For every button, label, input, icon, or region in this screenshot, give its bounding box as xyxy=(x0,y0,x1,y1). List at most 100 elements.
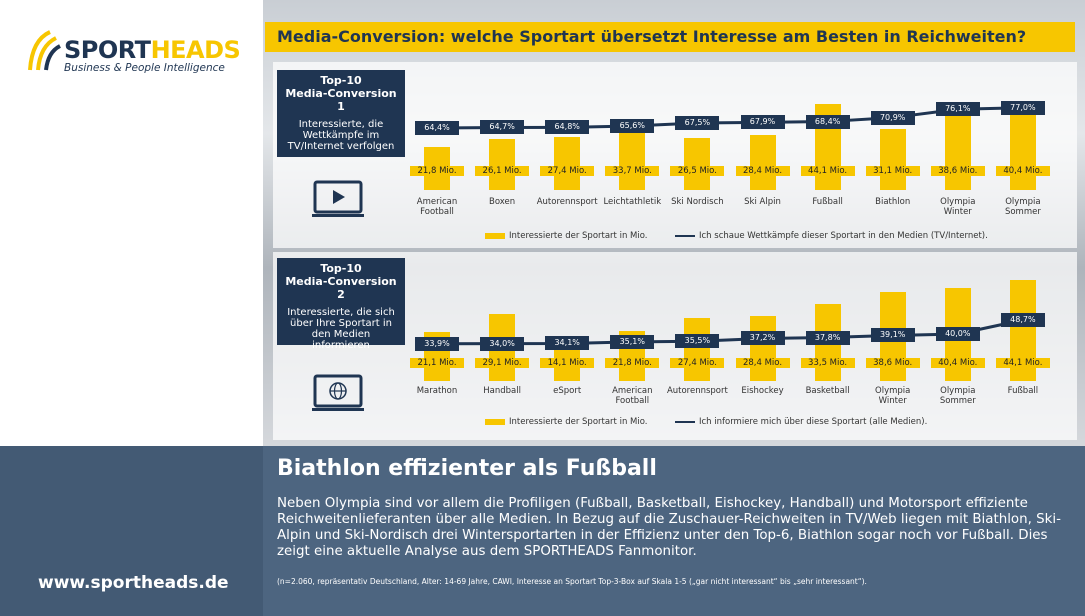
bar-value-label: 21,1 Mio. xyxy=(410,358,464,368)
bar-value-label: 44,1 Mio. xyxy=(995,358,1050,368)
x-tick-label: Ski Nordisch xyxy=(671,197,724,207)
x-tick-label: Handball xyxy=(483,386,521,396)
bar xyxy=(684,317,711,381)
x-tick-label: eSport xyxy=(553,386,582,396)
line-value-label: 34,1% xyxy=(545,336,590,351)
x-tick-label: Olympia Winter xyxy=(940,197,976,217)
line-value-label: 64,4% xyxy=(415,120,459,135)
bar-value-label: 38,6 Mio. xyxy=(930,166,985,176)
line-value-label: 37,2% xyxy=(740,331,785,346)
line-value-label: 68,4% xyxy=(805,114,850,129)
line xyxy=(436,106,1023,130)
footer-headline: Biathlon effizienter als Fußball xyxy=(277,456,657,481)
bar xyxy=(879,129,906,190)
footer-note: (n=2.060, repräsentativ Deutschland, Alt… xyxy=(277,577,867,586)
chart-panel xyxy=(273,62,1077,248)
bar-value-label: 29,1 Mio. xyxy=(475,358,530,368)
footer-body: Neben Olympia sind vor allem die Profili… xyxy=(277,496,1061,559)
line-value-label: 76,1% xyxy=(935,102,980,117)
bar-value-label: 26,1 Mio. xyxy=(475,166,530,176)
chart-title: Top-10 Media-Conversion 1 xyxy=(285,74,397,113)
line-value-label: 40,0% xyxy=(935,327,980,341)
x-tick-label: Autorennsport xyxy=(536,197,598,207)
bar-value-label: 40,4 Mio. xyxy=(930,358,985,368)
x-tick-label: Ski Alpin xyxy=(744,197,781,207)
tv-icon xyxy=(312,180,364,217)
legend-swatch xyxy=(485,419,505,425)
x-tick-label: American Football xyxy=(612,386,653,406)
bar xyxy=(619,124,646,190)
x-tick-label: Olympia Sommer xyxy=(1004,197,1041,217)
legend-swatch xyxy=(485,233,505,239)
line-value-label: 77,0% xyxy=(1000,100,1045,115)
x-tick-label: Fußball xyxy=(812,197,843,207)
footer-left xyxy=(0,446,263,616)
bar xyxy=(749,134,776,190)
line-value-label: 34,0% xyxy=(480,336,525,351)
line-value-label: 35,5% xyxy=(675,334,720,349)
bar-value-label: 21,8 Mio. xyxy=(605,358,660,368)
x-tick-label: Marathon xyxy=(416,386,458,396)
legend-swatch xyxy=(675,235,695,237)
logo-text: HEADS xyxy=(150,36,241,64)
logo-icon xyxy=(28,30,61,71)
line xyxy=(436,318,1024,346)
chart-subtitle: Interessierte, die sich über Ihre Sporta… xyxy=(287,307,395,351)
x-tick-label: Fußball xyxy=(1007,386,1039,396)
x-tick-label: Olympia Sommer xyxy=(939,386,976,406)
bar-value-label: 21,8 Mio. xyxy=(410,166,464,176)
bar-value-label: 26,5 Mio. xyxy=(670,166,725,176)
bar xyxy=(749,315,776,381)
legend-label: Ich schaue Wettkämpfe dieser Sportart in… xyxy=(699,231,988,241)
bar xyxy=(489,139,516,190)
chart-box: Top-10 Media-Conversion 2 Interessierte, … xyxy=(277,258,405,351)
chart-title: Top-10 Media-Conversion 2 xyxy=(285,262,397,301)
bar-value-label: 33,7 Mio. xyxy=(605,166,660,176)
bar-value-label: 14,1 Mio. xyxy=(540,358,595,368)
x-tick-label: Leichtathletik xyxy=(603,197,662,207)
x-tick-label: Basketball xyxy=(805,386,850,396)
line-value-label: 70,9% xyxy=(870,110,915,125)
bar-value-label: 27,4 Mio. xyxy=(670,358,725,368)
x-tick-label: Eishockey xyxy=(741,386,784,396)
website: www.sportheads.de xyxy=(38,573,229,593)
legend-label: Interessierte der Sportart in Mio. xyxy=(509,417,648,427)
bar-value-label: 44,1 Mio. xyxy=(800,166,855,176)
legend-label: Interessierte der Sportart in Mio. xyxy=(509,231,648,241)
logo-text: SPORT xyxy=(64,36,151,64)
logo-tagline: Business & People Intelligence xyxy=(64,62,225,74)
bar xyxy=(1009,111,1036,190)
line-layer xyxy=(436,106,1024,346)
legend-swatch xyxy=(675,421,695,423)
chart-panel xyxy=(273,252,1077,440)
line-value-label: 65,6% xyxy=(610,119,655,134)
x-tick-label: American Football xyxy=(416,197,458,217)
bar-value-label: 28,4 Mio. xyxy=(735,358,790,368)
line-value-label: 37,8% xyxy=(805,330,850,345)
bar xyxy=(684,138,711,190)
x-tick-label: Olympia Winter xyxy=(875,386,911,406)
x-tick-label: Autorennsport xyxy=(666,386,728,396)
line-value-label: 48,7% xyxy=(1000,313,1045,328)
line-value-label: 64,8% xyxy=(545,120,590,135)
bar-value-label: 40,4 Mio. xyxy=(995,166,1050,176)
line-value-label: 67,5% xyxy=(675,116,720,130)
header-title: Media-Conversion: welche Sportart überse… xyxy=(265,22,1075,52)
line-value-label: 64,7% xyxy=(480,120,525,135)
x-tick-label: Biathlon xyxy=(875,197,911,207)
bar xyxy=(944,114,971,190)
bar-value-label: 31,1 Mio. xyxy=(865,166,920,176)
bar xyxy=(554,136,581,190)
x-tick-label: Boxen xyxy=(489,197,516,207)
bar-value-label: 28,4 Mio. xyxy=(735,166,790,176)
legend-label: Ich informiere mich über diese Sportart … xyxy=(699,417,928,427)
line-value-label: 33,9% xyxy=(415,336,459,351)
line-value-label: 35,1% xyxy=(610,334,655,349)
bar-value-label: 33,5 Mio. xyxy=(800,358,855,368)
bar-value-label: 38,6 Mio. xyxy=(865,358,920,368)
line-value-label: 39,1% xyxy=(870,328,915,343)
chart-subtitle: Interessierte, die Wettkämpfe im TV/Inte… xyxy=(287,119,395,152)
web-icon xyxy=(312,374,364,411)
bar-value-label: 27,4 Mio. xyxy=(540,166,595,176)
